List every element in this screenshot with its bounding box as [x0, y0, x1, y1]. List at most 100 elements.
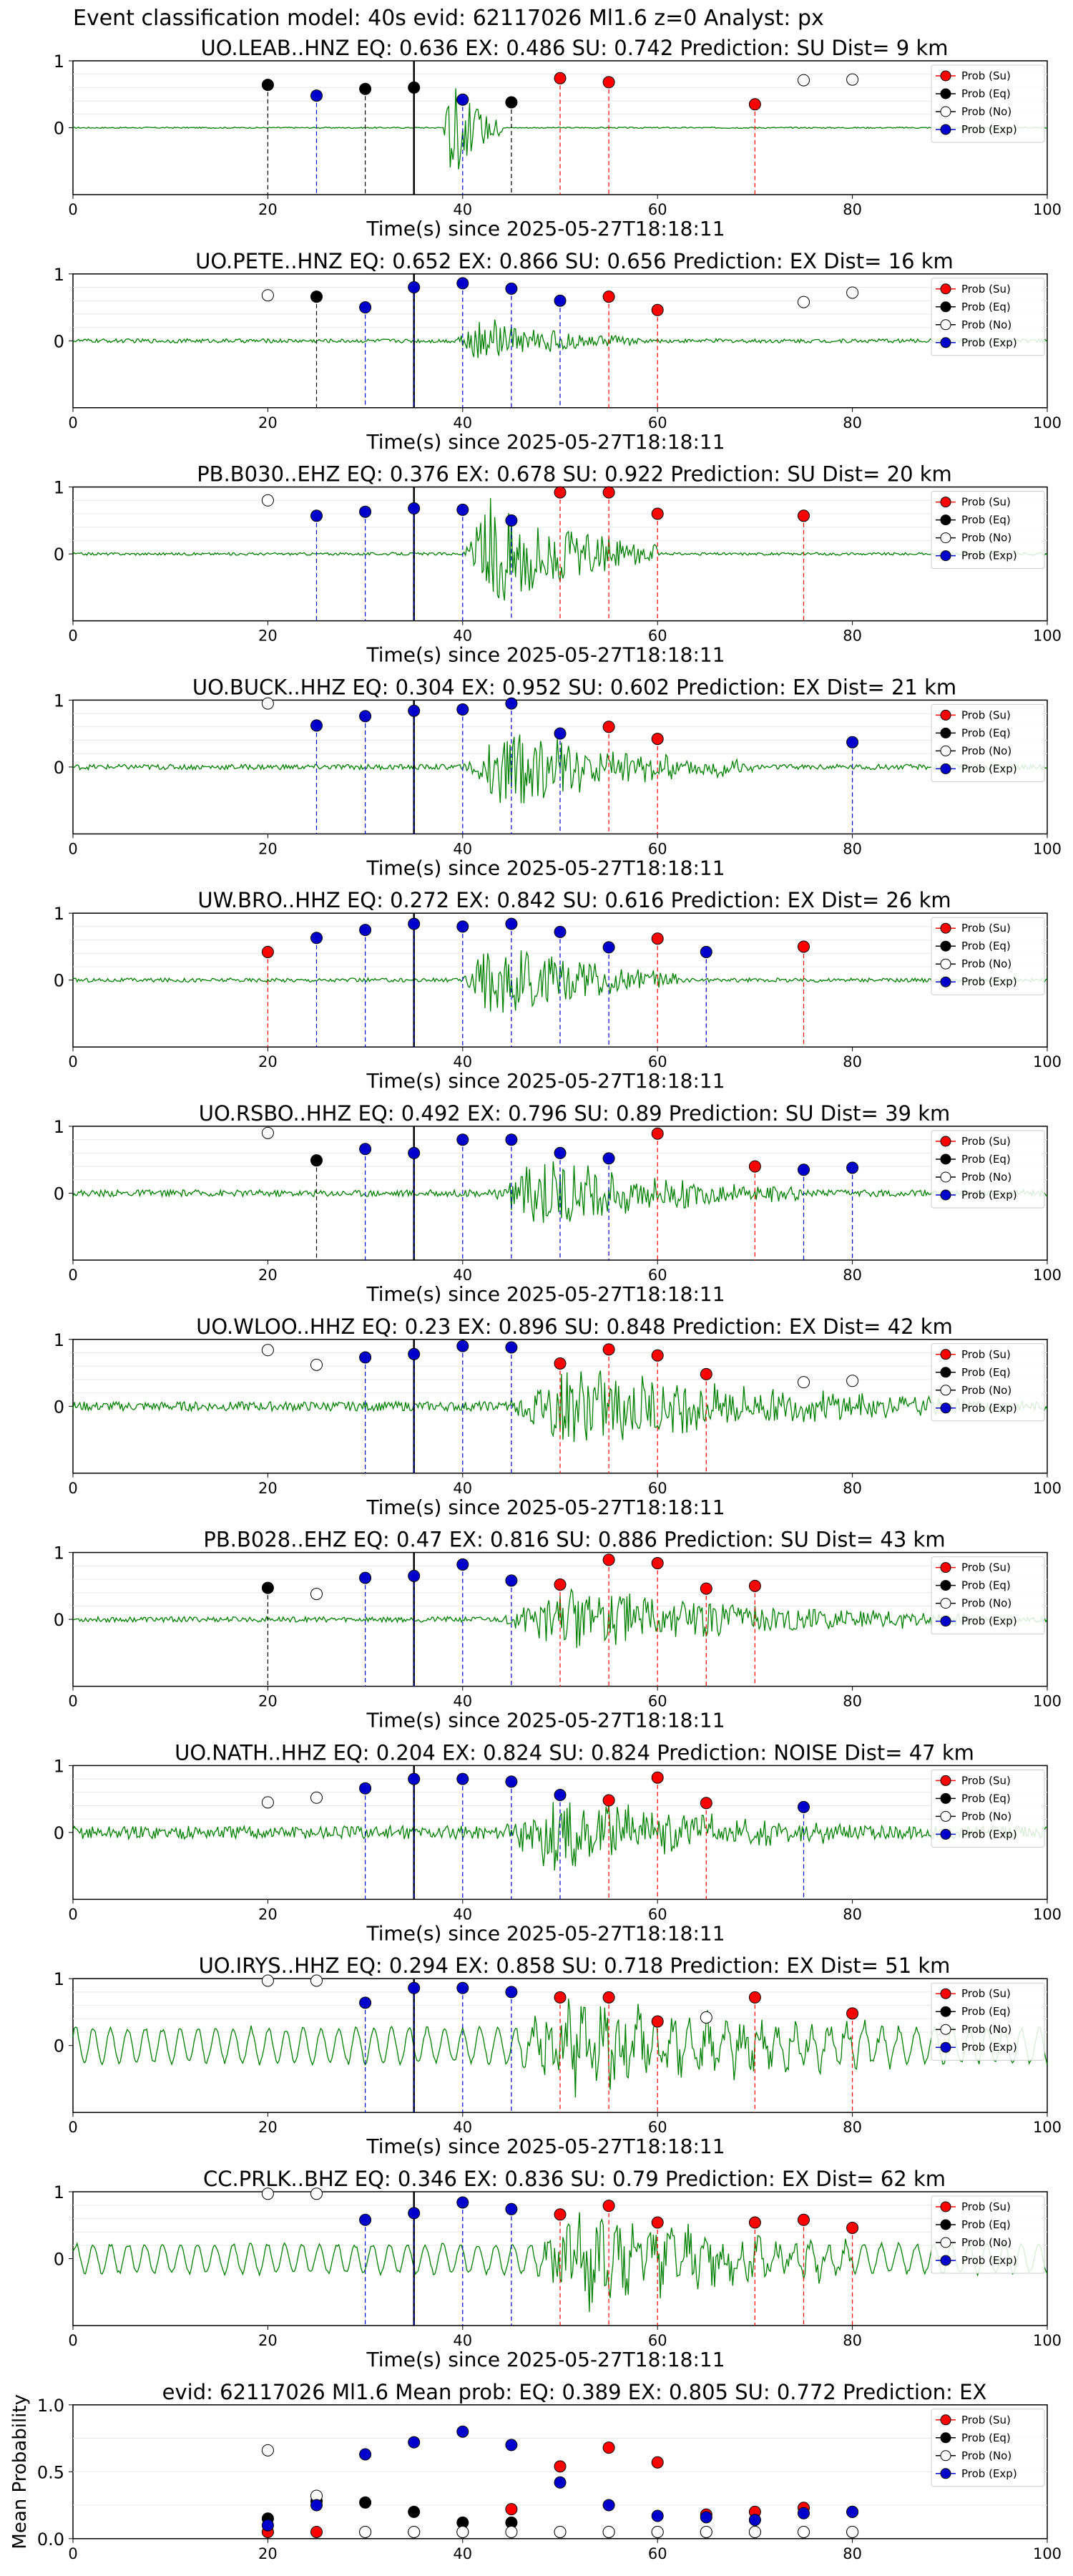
y-tick-label: 0: [54, 331, 64, 351]
x-tick-label: 100: [1033, 628, 1062, 645]
prob-marker-exp: [359, 301, 372, 314]
y-tick-label: 1: [54, 1543, 64, 1563]
prob-marker-exp: [846, 1161, 859, 1174]
legend-marker: [940, 106, 951, 117]
legend-label: Prob (No): [961, 532, 1011, 545]
x-tick-label: 40: [453, 414, 472, 431]
mean-prob-point-exp: [408, 2436, 421, 2449]
prob-marker-exp: [456, 2196, 469, 2209]
x-axis-label: Time(s) since 2025-05-27T18:18:11: [366, 1282, 725, 1306]
legend-label: Prob (No): [961, 1384, 1011, 1397]
prob-marker-no: [798, 296, 810, 308]
prob-marker-no: [261, 494, 274, 507]
x-tick-label: 0: [68, 1053, 77, 1070]
seismic-waveform: [72, 88, 1048, 170]
x-tick-label: 40: [453, 2332, 472, 2349]
legend-marker: [940, 1349, 951, 1360]
prob-marker-no: [261, 1974, 274, 1987]
x-tick-label: 80: [843, 201, 862, 218]
seismic-waveform: [72, 1161, 1048, 1223]
seismic-waveform: [72, 1802, 1048, 1871]
x-axis-label: Time(s) since 2025-05-27T18:18:11: [366, 1069, 725, 1093]
prob-marker-eq: [261, 1581, 274, 1594]
prob-marker-exp: [554, 925, 567, 938]
prob-marker-exp: [359, 1351, 372, 1364]
y-tick-label: 1: [54, 265, 64, 285]
station-panel: UO.WLOO..HHZ EQ: 0.23 EX: 0.896 SU: 0.84…: [54, 1314, 1062, 1519]
legend-marker: [940, 497, 951, 508]
y-tick-label: 0: [54, 758, 64, 778]
legend-marker: [940, 2255, 951, 2266]
mean-prob-point-exp: [456, 2425, 469, 2438]
legend-label: Prob (Eq): [961, 1792, 1011, 1805]
x-tick-label: 20: [258, 414, 278, 431]
x-tick-label: 20: [258, 1053, 278, 1070]
legend-marker: [940, 922, 951, 934]
prob-marker-eq: [310, 1154, 323, 1167]
x-tick-label: 0: [68, 2545, 77, 2562]
mean-prob-point-no: [651, 2525, 664, 2538]
x-tick-label: 0: [68, 1480, 77, 1497]
prob-marker-su: [798, 2213, 810, 2226]
x-tick-label: 100: [1033, 2545, 1062, 2562]
y-tick-label: 1: [54, 1969, 64, 1989]
prob-marker-su: [748, 1160, 761, 1173]
legend-label: Prob (Su): [961, 1774, 1011, 1787]
x-tick-label: 40: [453, 1693, 472, 1710]
prob-marker-exp: [310, 509, 323, 522]
prob-marker-su: [602, 1991, 615, 2004]
y-tick-label: 1: [54, 2182, 64, 2202]
prob-marker-su: [651, 2015, 664, 2028]
mean-prob-point-eq: [408, 2505, 421, 2518]
legend-label: Prob (Su): [961, 496, 1011, 509]
prob-marker-exp: [554, 727, 567, 740]
legend-label: Prob (No): [961, 1810, 1011, 1823]
legend-marker: [940, 2219, 951, 2230]
legend-marker: [940, 1792, 951, 1804]
mean-prob-point-su: [310, 2525, 323, 2538]
y-tick-label: 0: [54, 1397, 64, 1417]
prob-marker-su: [602, 76, 615, 89]
legend-marker: [940, 2414, 951, 2426]
legend-marker: [940, 1828, 951, 1840]
mean-prob-point-exp: [310, 2499, 323, 2512]
x-tick-label: 100: [1033, 2119, 1062, 2136]
legend-label: Prob (Su): [961, 1561, 1011, 1574]
panel-title: CC.PRLK..BHZ EQ: 0.346 EX: 0.836 SU: 0.7…: [203, 2167, 946, 2191]
prob-marker-su: [651, 1127, 664, 1140]
prob-marker-su: [651, 2216, 664, 2229]
x-axis-label: Time(s) since 2025-05-27T18:18:11: [366, 217, 725, 240]
x-tick-label: 100: [1033, 1693, 1062, 1710]
legend-label: Prob (Exp): [961, 123, 1017, 136]
legend-marker: [940, 70, 951, 82]
prob-marker-exp: [408, 1146, 421, 1159]
x-tick-label: 60: [648, 1906, 667, 1923]
legend-label: Prob (No): [961, 2236, 1011, 2249]
prob-marker-exp: [408, 502, 421, 515]
prob-marker-no: [846, 286, 859, 299]
legend-label: Prob (Eq): [961, 2218, 1011, 2231]
legend-label: Prob (Exp): [961, 2041, 1017, 2054]
prob-marker-su: [651, 733, 664, 746]
mean-prob-point-no: [748, 2525, 761, 2538]
prob-marker-exp: [408, 1772, 421, 1785]
x-tick-label: 80: [843, 2332, 862, 2349]
x-tick-label: 40: [453, 201, 472, 218]
legend-marker: [940, 940, 951, 952]
prob-marker-no: [700, 2011, 712, 2024]
y-tick-label: 0: [54, 119, 64, 139]
prob-marker-exp: [408, 1569, 421, 1582]
prob-marker-exp: [505, 917, 518, 930]
mean-prob-point-exp: [261, 2519, 274, 2532]
legend-label: Prob (Exp): [961, 975, 1017, 988]
prob-marker-su: [846, 2007, 859, 2020]
legend-label: Prob (No): [961, 2023, 1011, 2036]
legend-label: Prob (Su): [961, 1135, 1011, 1148]
legend-box: [931, 491, 1045, 570]
x-tick-label: 80: [843, 1267, 862, 1284]
prob-marker-eq: [261, 79, 274, 92]
x-tick-label: 0: [68, 628, 77, 645]
x-tick-label: 0: [68, 2119, 77, 2136]
x-tick-label: 0: [68, 840, 77, 857]
x-axis-label: Time(s) since 2025-05-27T18:18:11: [366, 1921, 725, 1945]
